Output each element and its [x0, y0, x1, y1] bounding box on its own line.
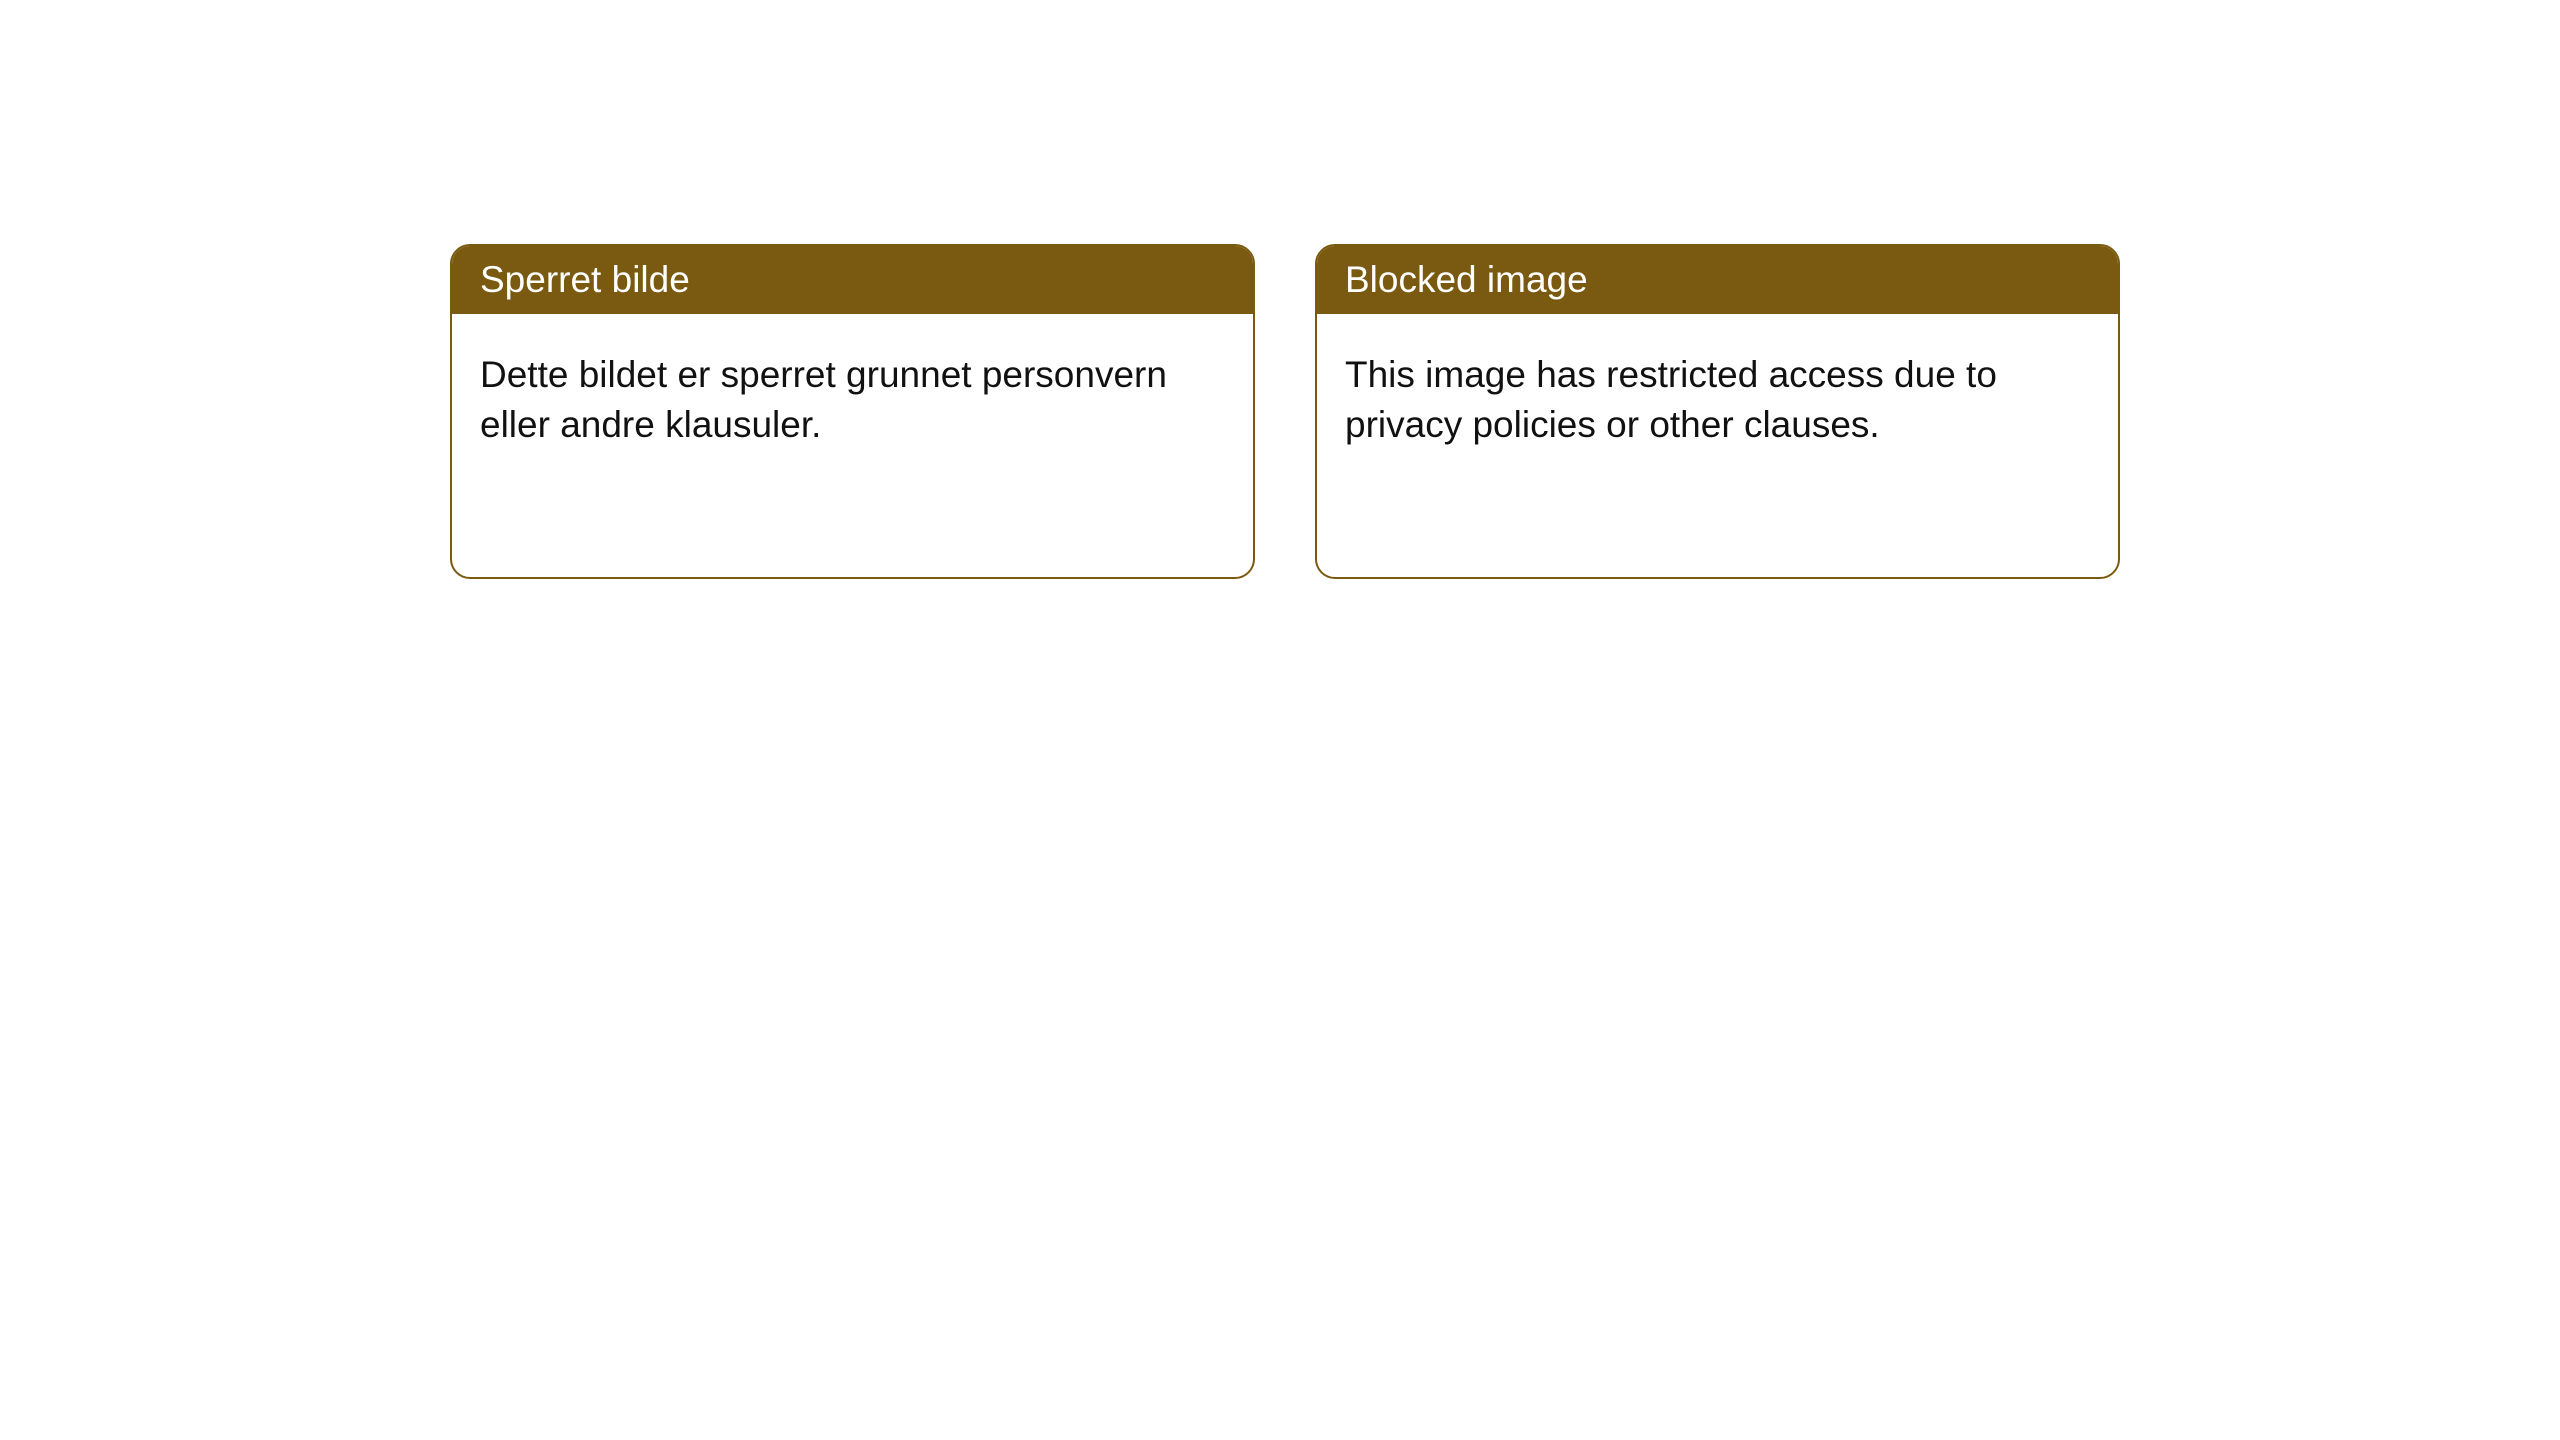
notice-text-norwegian: Dette bildet er sperret grunnet personve… — [480, 354, 1167, 445]
notice-text-english: This image has restricted access due to … — [1345, 354, 1997, 445]
notice-body-english: This image has restricted access due to … — [1317, 314, 2118, 486]
notice-header-norwegian: Sperret bilde — [452, 246, 1253, 314]
notice-card-english: Blocked image This image has restricted … — [1315, 244, 2120, 579]
notice-title-norwegian: Sperret bilde — [480, 259, 690, 300]
notice-body-norwegian: Dette bildet er sperret grunnet personve… — [452, 314, 1253, 486]
notice-card-norwegian: Sperret bilde Dette bildet er sperret gr… — [450, 244, 1255, 579]
notice-header-english: Blocked image — [1317, 246, 2118, 314]
notice-container: Sperret bilde Dette bildet er sperret gr… — [0, 0, 2560, 579]
notice-title-english: Blocked image — [1345, 259, 1588, 300]
